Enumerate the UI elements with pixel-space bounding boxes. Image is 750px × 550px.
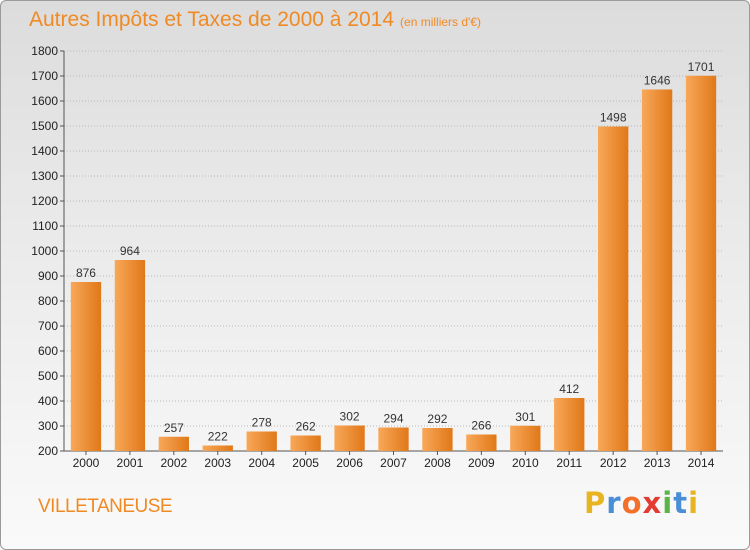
bar-2001[interactable] — [114, 260, 146, 451]
value-labels: 876 964 257 222 278 262 302 294 292 266 301 412 1498… — [76, 60, 715, 444]
value-label: 294 — [383, 412, 403, 426]
proxiti-logo[interactable]: Proxiti — [584, 486, 700, 520]
y-tick-label: 1200 — [31, 194, 58, 208]
bar-2004[interactable] — [246, 431, 277, 452]
x-tick-label: 2000 — [73, 456, 100, 470]
y-tick-label: 1600 — [31, 94, 58, 108]
value-label: 278 — [252, 416, 272, 430]
y-tick-label: 800 — [38, 294, 58, 308]
y-tick-label: 600 — [38, 344, 58, 358]
y-tick-label: 1800 — [31, 44, 58, 58]
x-tick-label: 2003 — [204, 456, 231, 470]
value-label: 302 — [340, 410, 360, 424]
value-label: 292 — [427, 412, 447, 426]
bar-2003[interactable] — [202, 445, 233, 452]
bar-2009[interactable] — [466, 434, 497, 452]
x-tick-label: 2012 — [600, 456, 627, 470]
x-tick-label: 2005 — [292, 456, 319, 470]
value-label: 262 — [296, 420, 316, 434]
bar-2010[interactable] — [510, 425, 541, 451]
value-label: 222 — [208, 430, 228, 444]
bar-2002[interactable] — [158, 436, 189, 451]
y-tick-label: 500 — [38, 369, 58, 383]
x-tick-label: 2006 — [336, 456, 363, 470]
y-tick-label: 200 — [38, 444, 58, 458]
x-tick-label: 2007 — [380, 456, 407, 470]
y-tick-label: 1100 — [32, 219, 58, 233]
value-label: 266 — [471, 419, 491, 433]
x-tick-label: 2004 — [248, 456, 275, 470]
x-tick-label: 2014 — [688, 456, 715, 470]
bar-2000[interactable] — [70, 282, 102, 451]
chart-title: Autres Impôts et Taxes de 2000 à 2014 (en… — [29, 8, 481, 32]
value-label: 1701 — [688, 60, 715, 74]
chart-unit: (en milliers d'€) — [400, 15, 482, 29]
axes: 200 300 400 500 600 700 800 900 1000 1100 1200 1300… — [31, 44, 723, 470]
value-label: 1646 — [644, 74, 671, 88]
y-tick-label: 1500 — [31, 119, 58, 133]
y-tick-label: 400 — [38, 394, 58, 408]
y-tick-label: 700 — [38, 319, 58, 333]
y-tick-label: 300 — [38, 419, 58, 433]
y-tick-label: 1700 — [31, 69, 58, 83]
bar-2011[interactable] — [554, 398, 585, 451]
bars — [70, 75, 717, 452]
value-label: 257 — [164, 421, 184, 435]
value-label: 876 — [76, 266, 96, 280]
commune-name: VILLETANEUSE — [38, 496, 173, 517]
bar-2014[interactable] — [685, 75, 717, 451]
y-tick-label: 1300 — [31, 169, 58, 183]
bar-2012[interactable] — [598, 126, 629, 452]
x-tick-label: 2010 — [512, 456, 539, 470]
value-label: 301 — [515, 410, 535, 424]
value-label: 964 — [120, 244, 140, 258]
y-tick-label: 1000 — [31, 244, 58, 258]
chart-title-text: Autres Impôts et Taxes de 2000 à 2014 — [29, 8, 395, 31]
value-label: 412 — [559, 382, 579, 396]
y-tick-label: 900 — [38, 269, 58, 283]
bar-2006[interactable] — [334, 425, 365, 452]
y-tick-label: 1400 — [31, 144, 58, 158]
x-tick-label: 2001 — [117, 456, 144, 470]
value-label: 1498 — [600, 111, 627, 125]
x-tick-label: 2002 — [160, 456, 187, 470]
bar-2013[interactable] — [641, 89, 673, 452]
x-tick-label: 2011 — [556, 456, 582, 470]
x-tick-label: 2013 — [644, 456, 671, 470]
bar-2008[interactable] — [422, 428, 453, 451]
bar-2007[interactable] — [378, 427, 409, 452]
x-tick-label: 2009 — [468, 456, 495, 470]
x-tick-label: 2008 — [424, 456, 451, 470]
bar-2005[interactable] — [290, 435, 321, 452]
